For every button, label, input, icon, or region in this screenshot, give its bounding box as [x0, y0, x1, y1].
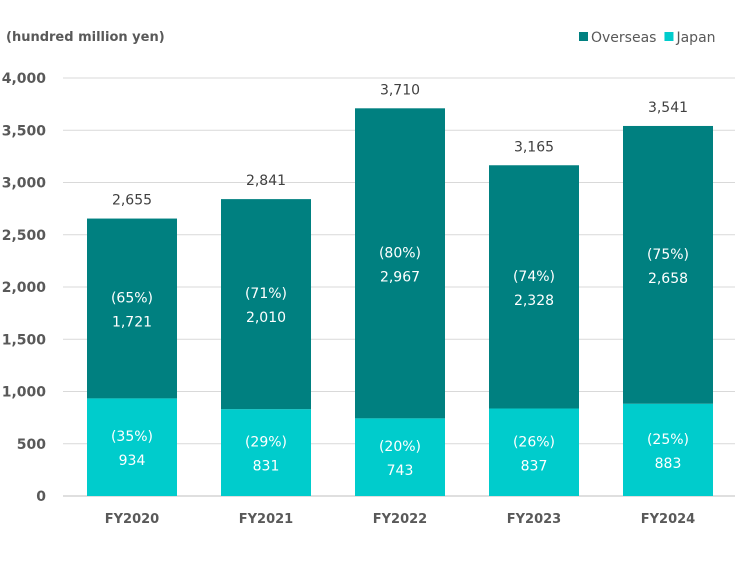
total-label: 2,841	[246, 173, 286, 189]
x-tick-label: FY2023	[507, 512, 561, 527]
legend-label-japan: Japan	[675, 30, 715, 46]
value-label: 831	[253, 459, 280, 475]
share-label: (29%)	[245, 435, 287, 451]
share-label: (75%)	[647, 247, 689, 263]
value-label: 1,721	[112, 314, 152, 330]
value-label: 2,967	[380, 269, 420, 285]
bar-japan	[87, 398, 177, 496]
share-label: (20%)	[379, 439, 421, 455]
value-label: 2,328	[514, 293, 554, 309]
bar-overseas	[489, 165, 579, 409]
bar-japan	[623, 403, 713, 496]
bar-overseas	[355, 108, 445, 419]
total-label: 3,541	[648, 100, 688, 116]
share-label: (25%)	[647, 432, 689, 448]
y-tick-label: 4,000	[2, 71, 47, 87]
y-tick-label: 2,000	[2, 280, 47, 296]
y-tick-label: 500	[17, 437, 46, 453]
value-label: 2,658	[648, 271, 688, 287]
share-label: (65%)	[111, 290, 153, 306]
x-tick-label: FY2022	[373, 512, 427, 527]
value-label: 883	[655, 456, 682, 472]
total-label: 3,165	[514, 139, 554, 155]
share-label: (71%)	[245, 286, 287, 302]
x-axis-labels: FY2020 FY2021 FY2022 FY2023 FY2024	[105, 512, 695, 527]
y-tick-label: 3,000	[2, 176, 47, 192]
total-label: 2,655	[112, 193, 152, 209]
y-tick-label: 1,500	[2, 332, 47, 348]
unit-label: (hundred million yen)	[6, 30, 165, 45]
share-label: (26%)	[513, 434, 555, 450]
y-axis-ticks: 0 500 1,000 1,500 2,000 2,500 3,000 3,500 4,000	[2, 71, 47, 505]
share-label: (35%)	[111, 429, 153, 445]
y-tick-label: 2,500	[2, 228, 47, 244]
y-tick-label: 1,000	[2, 385, 47, 401]
value-label: 743	[387, 463, 414, 479]
total-label: 3,710	[380, 82, 420, 98]
x-tick-label: FY2021	[239, 512, 293, 527]
legend-label-overseas: Overseas	[591, 30, 656, 46]
x-tick-label: FY2024	[641, 512, 695, 527]
value-label: 934	[119, 453, 146, 469]
legend-swatch-overseas	[579, 32, 588, 41]
bar-overseas	[623, 125, 713, 404]
bar-overseas	[87, 218, 177, 399]
bar-overseas	[221, 199, 311, 410]
bars: (35%) 934 (65%) 1,721 2,655 (29%) 831 (71%) 2,01…	[87, 82, 713, 496]
y-tick-label: 0	[36, 489, 46, 505]
bar-japan	[221, 409, 311, 496]
legend: Overseas Japan	[579, 30, 716, 46]
value-label: 2,010	[246, 310, 286, 326]
legend-swatch-japan	[664, 32, 674, 41]
x-tick-label: FY2020	[105, 512, 159, 527]
value-label: 837	[521, 458, 548, 474]
bar-japan	[355, 418, 445, 496]
share-label: (74%)	[513, 269, 555, 285]
y-tick-label: 3,500	[2, 123, 47, 139]
share-label: (80%)	[379, 245, 421, 261]
bar-japan	[489, 408, 579, 496]
